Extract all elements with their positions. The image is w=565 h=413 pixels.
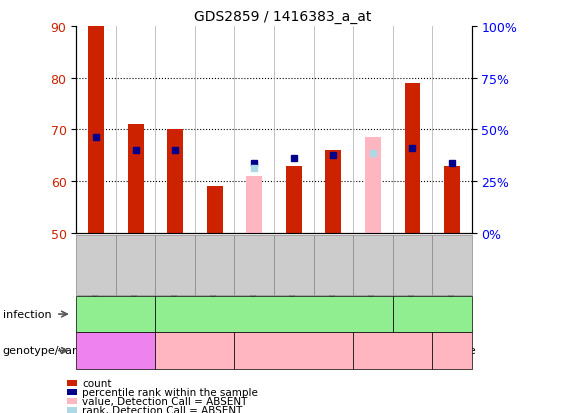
Text: virB deletion: virB deletion <box>359 346 426 356</box>
Text: value, Detection Call = ABSENT: value, Detection Call = ABSENT <box>82 396 247 406</box>
Text: count: count <box>82 378 111 388</box>
Text: B. arbortus: B. arbortus <box>245 309 303 319</box>
Text: rank, Detection Call = ABSENT: rank, Detection Call = ABSENT <box>82 405 242 413</box>
Bar <box>405 83 420 233</box>
Bar <box>325 151 341 233</box>
Text: GDS2859 / 1416383_a_at: GDS2859 / 1416383_a_at <box>194 10 371 24</box>
Bar <box>444 166 460 233</box>
Bar <box>246 176 262 233</box>
Text: genotype/variation: genotype/variation <box>3 346 109 356</box>
Bar <box>88 27 104 233</box>
Bar <box>207 187 223 233</box>
Bar <box>365 138 381 233</box>
Text: wild type: wild type <box>428 346 476 356</box>
Bar <box>167 130 183 233</box>
Text: virB disruption: virB disruption <box>255 346 332 356</box>
Text: wild type: wild type <box>171 346 219 356</box>
Bar <box>286 166 302 233</box>
Text: B. melitensis: B. melitensis <box>398 309 466 319</box>
Text: control: control <box>98 346 134 356</box>
Bar <box>128 125 144 233</box>
Text: infection: infection <box>3 309 51 319</box>
Text: percentile rank within the sample: percentile rank within the sample <box>82 387 258 397</box>
Text: uninfected: uninfected <box>88 309 144 319</box>
